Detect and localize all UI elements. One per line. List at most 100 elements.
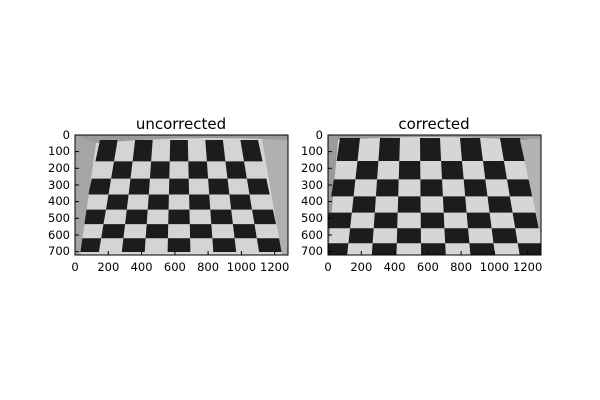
checker-square [441,161,464,180]
checker-square [420,179,443,197]
y-axis-corrected: 0 100 200 300 400 500 600 700 [301,128,332,258]
x-tick-label: 1200 [260,260,289,274]
checker-square [205,140,226,162]
checker-square [149,161,170,179]
checker-square [351,196,376,213]
checker-square [189,194,211,210]
x-tick-label: 200 [97,260,119,274]
checker-square [336,138,360,161]
checker-square [517,243,541,255]
x-tick-label: 200 [350,260,372,274]
x-tick-label: 600 [164,260,186,274]
y-tick-label: 300 [301,178,323,192]
x-tick-label: 0 [71,260,78,274]
x-tick-label: 400 [131,260,153,274]
checker-square [101,224,126,239]
checker-square [469,243,496,255]
checker-square [212,238,237,252]
checker-square [398,161,421,180]
y-tick-label: 100 [48,144,70,158]
checker-square [147,194,169,210]
checkerboard-image-uncorrected [74,134,289,256]
checker-square [487,196,513,213]
checker-square [421,243,446,255]
checker-square [169,140,189,162]
checker-square [331,179,356,197]
checker-square [397,196,421,213]
checker-square [463,179,488,197]
checker-square [507,179,533,197]
y-tick-label: 700 [301,244,323,258]
checker-square [132,140,153,162]
checkerboard-image-corrected [327,134,542,256]
y-tick-label: 300 [48,178,70,192]
checker-square [76,238,102,252]
y-tick-label: 0 [316,128,323,142]
x-tick-label: 1000 [227,260,256,274]
y-tick-label: 600 [301,228,323,242]
checker-square [396,228,421,244]
checker-square [375,179,399,197]
x-tick-label: 1200 [513,260,542,274]
checker-square [420,212,445,229]
x-tick-label: 800 [197,260,219,274]
checker-square [168,178,190,195]
checker-square [167,238,191,252]
x-tick-label: 400 [384,260,406,274]
x-tick-label: 800 [450,260,472,274]
checker-square [252,209,276,225]
checker-square [208,178,230,195]
checker-square [188,161,209,179]
panel-uncorrected: uncorrected 0 100 200 300 400 500 [48,115,289,274]
checker-square [444,228,470,244]
y-tick-label: 500 [301,211,323,225]
checker-square [225,161,247,179]
checker-square [88,178,112,195]
x-axis-uncorrected: 0 200 400 600 800 1000 1200 [71,251,289,274]
checker-square [373,212,398,229]
y-tick-label: 400 [301,194,323,208]
checker-square [442,196,467,213]
checker-square [229,194,252,210]
checker-square [355,161,379,180]
checker-square [378,138,400,161]
checker-square [232,224,257,239]
panel-corrected: corrected 0 100 200 300 400 500 600 700 [301,115,542,274]
checker-square [95,140,118,162]
checker-square [210,209,233,225]
y-tick-label: 400 [48,194,70,208]
x-axis-corrected: 0 200 400 600 800 1000 1200 [324,251,542,274]
checker-square [460,138,483,161]
y-tick-label: 500 [48,211,70,225]
checker-square [125,209,148,225]
y-tick-label: 200 [301,161,323,175]
checker-square [121,238,146,252]
checker-square [483,161,507,180]
checker-square [500,138,525,161]
y-tick-label: 700 [48,244,70,258]
checker-square [466,212,492,229]
x-tick-label: 600 [417,260,439,274]
checker-square [106,194,129,210]
checker-square [491,228,518,244]
checker-square [328,243,349,255]
x-tick-label: 1000 [480,260,509,274]
y-tick-label: 0 [63,128,70,142]
checker-square [168,209,190,225]
checker-square [328,212,352,229]
y-axis-uncorrected: 0 100 200 300 400 500 600 700 [48,128,79,258]
y-tick-label: 200 [48,161,70,175]
x-tick-label: 0 [324,260,331,274]
panel-title-uncorrected: uncorrected [136,115,226,133]
checker-square [256,238,282,252]
checker-square [189,224,213,239]
y-tick-label: 600 [48,228,70,242]
checker-square [82,209,106,225]
panel-title-corrected: corrected [398,115,469,133]
y-tick-label: 100 [301,144,323,158]
checker-square [371,243,397,255]
checker-square [145,224,169,239]
checker-square [128,178,150,195]
checker-square [420,138,442,161]
